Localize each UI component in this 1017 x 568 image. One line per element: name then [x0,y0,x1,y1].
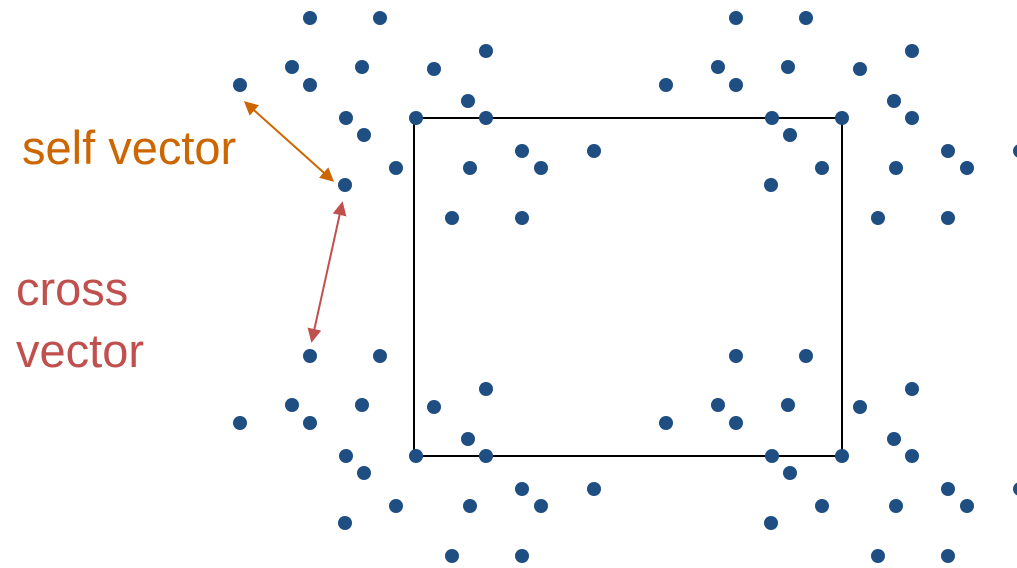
lattice-point [339,111,353,125]
lattice-point [764,178,778,192]
lattice-point [853,400,867,414]
lattice-point [303,78,317,92]
lattice-point [889,499,903,513]
lattice-point [515,211,529,225]
lattice-point [357,466,371,480]
lattice-point [587,482,601,496]
lattice-point [799,349,813,363]
lattice-point [960,499,974,513]
lattice-point [905,111,919,125]
lattice-point [463,499,477,513]
lattice-point [409,449,423,463]
lattice-point [815,161,829,175]
lattice-point [887,94,901,108]
lattice-point [799,11,813,25]
lattice-point [941,211,955,225]
lattice-point [781,398,795,412]
lattice-point [515,549,529,563]
cross-vector-label-line2: vector [16,324,144,377]
lattice-point [339,449,353,463]
lattice-point [960,161,974,175]
lattice-point [233,416,247,430]
lattice-point [871,211,885,225]
lattice-point [445,211,459,225]
lattice-point [303,11,317,25]
lattice-point [479,111,493,125]
lattice-point [338,516,352,530]
lattice-point [781,60,795,74]
lattice-point [355,60,369,74]
lattice-point [711,60,725,74]
lattice-point [659,78,673,92]
lattice-point [729,78,743,92]
lattice-point [515,482,529,496]
lattice-point [285,398,299,412]
lattice-point [711,398,725,412]
cross-vector-arrow [307,201,347,343]
lattice-point [427,400,441,414]
lattice-point [285,60,299,74]
lattice-point [463,161,477,175]
lattice-point [941,144,955,158]
cross-vector-label: cross vector [16,258,144,382]
lattice-point [303,349,317,363]
lattice-point [1013,144,1017,158]
lattice-point [729,11,743,25]
lattice-point [815,499,829,513]
self-vector-label: self vector [22,121,237,174]
lattice-point [871,549,885,563]
lattice-point [338,178,352,192]
lattice-point [355,398,369,412]
lattice-point [479,449,493,463]
lattice-point [587,144,601,158]
lattice-point [764,516,778,530]
lattice-point [941,482,955,496]
lattice-point [889,161,903,175]
lattice-point [479,44,493,58]
lattice-point [427,62,441,76]
lattice-point [373,11,387,25]
lattice-point [941,549,955,563]
lattice-point [303,416,317,430]
lattice-point [905,449,919,463]
lattice-point [534,499,548,513]
lattice-point [445,549,459,563]
lattice-point [233,78,247,92]
lattice-point [765,449,779,463]
lattice-point [783,466,797,480]
lattice-point [389,161,403,175]
self-vector-arrow [243,101,335,182]
lattice-point [765,111,779,125]
lattice-point [461,432,475,446]
cross-vector-label-line1: cross [16,262,129,315]
unit-cell-box [413,117,843,457]
lattice-point [357,128,371,142]
lattice-points [233,11,1017,563]
lattice-point [534,161,548,175]
lattice-point [373,349,387,363]
lattice-point [905,44,919,58]
lattice-point [1013,482,1017,496]
lattice-point [729,349,743,363]
lattice-point [479,382,493,396]
lattice-point [783,128,797,142]
lattice-point [659,416,673,430]
lattice-point [515,144,529,158]
lattice-point [835,449,849,463]
lattice-point [389,499,403,513]
lattice-point [409,111,423,125]
lattice-point [835,111,849,125]
lattice-point [853,62,867,76]
lattice-point [729,416,743,430]
lattice-point [905,382,919,396]
lattice-point [461,94,475,108]
lattice-point [887,432,901,446]
